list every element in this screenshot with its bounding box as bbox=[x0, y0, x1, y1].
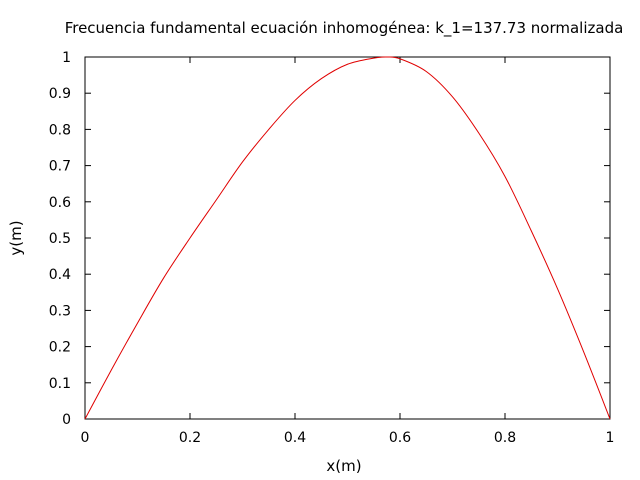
y-tick-label: 0.4 bbox=[49, 267, 71, 283]
chart-title: Frecuencia fundamental ecuación inhomogé… bbox=[65, 19, 624, 38]
series-layer bbox=[84, 56, 611, 420]
y-tick-label: 0.7 bbox=[49, 159, 71, 175]
y-tick-label: 0.9 bbox=[49, 86, 71, 102]
y-tick-label: 1 bbox=[62, 50, 71, 66]
y-tick-label: 0.1 bbox=[49, 376, 71, 392]
x-tick-label: 0.2 bbox=[179, 430, 201, 446]
y-tick-label: 0.6 bbox=[49, 195, 71, 211]
x-axis-label: x(m) bbox=[326, 457, 361, 475]
y-tick-label: 0.3 bbox=[49, 303, 71, 319]
y-tick-label: 0.5 bbox=[49, 231, 71, 247]
series-line bbox=[84, 56, 611, 420]
x-tick-label: 0.4 bbox=[284, 430, 306, 446]
y-tick-label: 0.8 bbox=[49, 122, 71, 138]
y-axis: 0 0.1 0.2 0.3 0.4 0.5 0.6 0.7 0.8 0.9 1 bbox=[49, 50, 610, 428]
x-tick-label: 0.8 bbox=[494, 430, 516, 446]
y-axis-label: y(m) bbox=[7, 220, 25, 255]
x-tick-label: 0.6 bbox=[389, 430, 411, 446]
x-tick-label: 1 bbox=[606, 430, 615, 446]
y-tick-label: 0.2 bbox=[49, 340, 71, 356]
y-tick-label: 0 bbox=[62, 412, 71, 428]
x-axis: 0 0.2 0.4 0.6 0.8 1 bbox=[81, 57, 615, 446]
x-tick-label: 0 bbox=[81, 430, 90, 446]
